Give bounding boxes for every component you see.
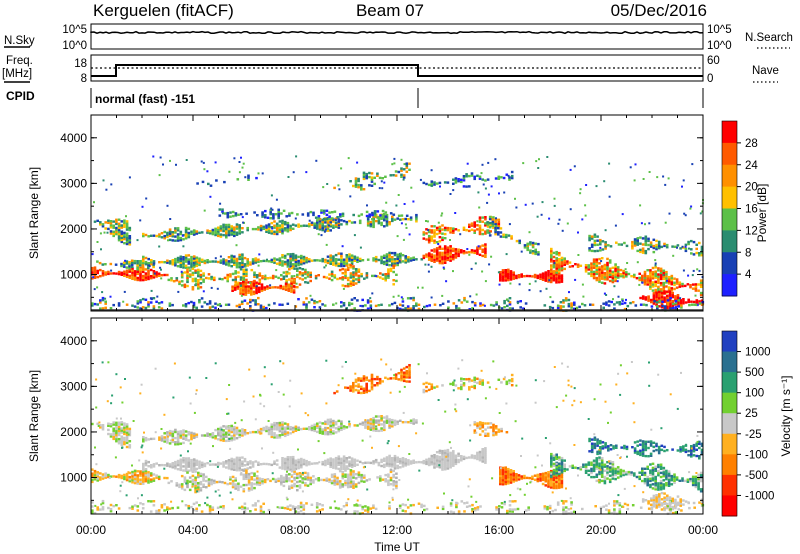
velocity-cbar-seg-8 <box>722 495 737 517</box>
freq-line <box>91 64 703 77</box>
power-cbar-tick-4: 12 <box>745 225 758 237</box>
power-cbar-tick-0: 28 <box>745 138 758 150</box>
x-tick-4: 16:00 <box>484 523 514 537</box>
x-tick-0: 00:00 <box>76 523 106 537</box>
velocity-cbar-seg-6 <box>722 454 737 476</box>
power-cbar-seg-0 <box>722 121 737 144</box>
velocity-cbar-seg-7 <box>722 474 737 496</box>
velocity-cbar-tick-2: 100 <box>745 388 764 400</box>
power-cbar-seg-5 <box>722 230 737 253</box>
power-cbar-seg-3 <box>722 186 737 209</box>
velocity-ytick-3: 4000 <box>60 334 87 348</box>
noise-right-tick-top: 10^5 <box>707 24 732 36</box>
power-ytick-1: 2000 <box>60 222 87 236</box>
cpid-mode: normal (fast) -151 <box>95 92 195 106</box>
velocity-ytick-2: 3000 <box>60 379 87 393</box>
nave-label: Nave <box>752 65 779 77</box>
power-cbar-tick-3: 16 <box>745 204 758 216</box>
freq-label-2: [MHz] <box>2 68 32 80</box>
velocity-ytick-0: 1000 <box>60 471 87 485</box>
beam-title: Beam 07 <box>356 1 424 20</box>
velocity-cbar-tick-3: 25 <box>745 408 758 420</box>
power-cbar-tick-6: 4 <box>745 269 752 281</box>
x-tick-6: 00:00 <box>688 523 718 537</box>
power-cbar-seg-2 <box>722 164 737 188</box>
x-tick-3: 12:00 <box>382 523 412 537</box>
freq-label-1: Freq. <box>6 55 33 67</box>
velocity-cbar-seg-0 <box>722 331 737 353</box>
noise-right-label: N.Search <box>745 32 793 44</box>
velocity-cbar-seg-4 <box>722 413 737 435</box>
power-ytick-3: 4000 <box>60 131 87 145</box>
noise-right-tick-bottom: 10^0 <box>707 40 732 52</box>
cpid-label: CPID <box>6 89 35 103</box>
power-cbar-tick-5: 8 <box>745 247 751 259</box>
power-ytick-2: 3000 <box>60 176 87 190</box>
power-cbar-label: Power [dB] <box>755 184 769 243</box>
power-cbar-seg-6 <box>722 252 737 275</box>
noise-panel: N.Sky 10^5 10^0 10^5 10^0 N.Search <box>4 23 793 52</box>
power-cbar-seg-1 <box>722 142 737 166</box>
station-title: Kerguelen (fitACF) <box>93 1 234 20</box>
velocity-cbar-tick-4: -25 <box>745 429 762 441</box>
freq-right-tick-top: 60 <box>707 55 720 67</box>
velocity-cbar-tick-0: 1000 <box>745 347 771 359</box>
velocity-cbar-tick-1: 500 <box>745 367 764 379</box>
velocity-cbar-tick-6: -500 <box>745 470 768 482</box>
velocity-ytick-1: 2000 <box>60 425 87 439</box>
x-axis-label: Time UT <box>374 540 420 554</box>
velocity-cbar-tick-7: -1000 <box>745 490 774 502</box>
power-cbar-tick-2: 20 <box>745 182 758 194</box>
freq-right-tick-bottom: 0 <box>707 73 713 85</box>
power-ytick-0: 1000 <box>60 268 87 282</box>
freq-left-tick-bottom: 8 <box>81 73 87 85</box>
velocity-cbar-seg-1 <box>722 351 737 373</box>
noise-left-label: N.Sky <box>4 35 35 47</box>
velocity-cbar-label: Velocity [m s⁻¹] <box>779 375 793 456</box>
freq-panel: Freq. [MHz] 18 8 60 0 Nave <box>2 54 779 85</box>
power-cbar-seg-4 <box>722 208 737 231</box>
power-ylabel: Slant Range [km] <box>27 167 41 259</box>
velocity-cbar-seg-5 <box>722 433 737 455</box>
noise-left-tick-bottom: 10^0 <box>62 40 87 52</box>
power-panel: 1000 2000 3000 4000 Slant Range [km] 28 24 20… <box>27 114 769 312</box>
velocity-ylabel: Slant Range [km] <box>27 370 41 462</box>
x-tick-1: 04:00 <box>178 523 208 537</box>
velocity-cbar-tick-5: -100 <box>745 449 768 461</box>
x-tick-2: 08:00 <box>280 523 310 537</box>
noise-sky-line <box>90 30 704 35</box>
power-cbar-seg-7 <box>722 274 737 297</box>
freq-left-tick-top: 18 <box>74 58 87 70</box>
velocity-cbar-seg-2 <box>722 372 737 394</box>
velocity-panel: 1000 2000 3000 4000 Slant Range [km] 1000 50… <box>27 317 793 517</box>
noise-left-tick-top: 10^5 <box>62 24 87 36</box>
velocity-cbar-seg-3 <box>722 392 737 414</box>
date-title: 05/Dec/2016 <box>611 1 707 20</box>
x-tick-5: 20:00 <box>586 523 616 537</box>
power-cbar-tick-1: 24 <box>745 160 758 172</box>
cpid-panel: CPID normal (fast) -151 <box>6 88 704 108</box>
